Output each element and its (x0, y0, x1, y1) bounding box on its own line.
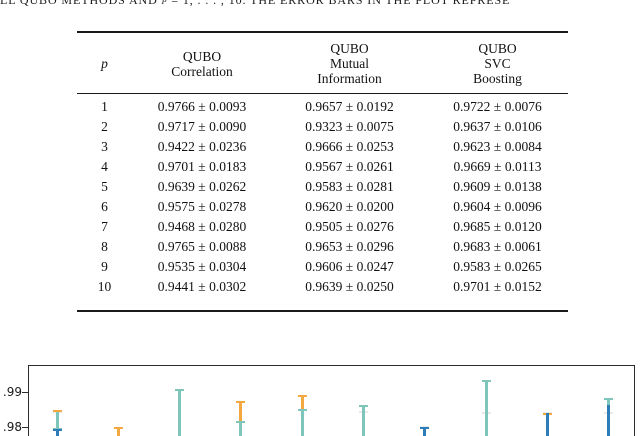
result-value-cell: 0.9657 ± 0.0192 (305, 99, 394, 114)
errorbar-line-teal (178, 389, 182, 436)
p-value-cell: 3 (101, 139, 108, 154)
errorbar-line-blue (546, 413, 550, 436)
result-value-cell: 0.9575 ± 0.0278 (157, 199, 247, 214)
errorbar-cap-orange (52, 409, 62, 412)
result-value-cell: 0.9683 ± 0.0061 (453, 239, 542, 254)
errorbar-cap-orange (297, 394, 307, 397)
result-value-cell: 0.9505 ± 0.0276 (305, 219, 394, 234)
result-value-cell: 0.9639 ± 0.0262 (157, 179, 247, 194)
p-value-cell: 1 (101, 99, 108, 114)
p-value-cell: 9 (101, 259, 108, 274)
errorbar-cap-blue (420, 427, 430, 430)
result-value-cell: 0.9637 ± 0.0106 (453, 119, 542, 134)
errorbar-line-teal (484, 381, 488, 436)
results-table-body: 1 0.9766 ± 0.0093 0.9657 ± 0.0192 0.9722 ± … (77, 94, 568, 298)
result-value-cell: 0.9765 ± 0.0088 (157, 239, 247, 254)
result-value-cell: 0.9323 ± 0.0075 (305, 119, 394, 134)
result-value-cell: 0.9717 ± 0.0090 (157, 119, 247, 134)
result-value-cell: 0.9722 ± 0.0076 (453, 99, 542, 114)
table-row: 1 0.9766 ± 0.0093 0.9657 ± 0.0192 0.9722 ± … (77, 94, 568, 118)
errorbar-chart: .99 .98 (0, 358, 640, 436)
p-value-cell: 8 (101, 239, 108, 254)
errorbar-cap-teal (604, 398, 614, 400)
errorbar-cap-teal (359, 405, 369, 407)
col-header-qubo-mutual-information: QUBO Mutual Information (272, 33, 427, 94)
header-row: p QUBO Correlation QUBO Mutual Informati… (77, 33, 568, 94)
result-value-cell: 0.9535 ± 0.0304 (157, 259, 247, 274)
errorbar-line-orange (239, 402, 243, 436)
plot-frame (28, 365, 635, 436)
col-header-qubo-svc-boosting: QUBO SVC Boosting (427, 33, 568, 94)
ytick-mark-098 (22, 426, 28, 428)
errorbar-line-blue (55, 430, 59, 436)
errorbar-line-teal (362, 406, 366, 436)
results-table: p QUBO Correlation QUBO Mutual Informati… (77, 33, 568, 297)
result-value-cell: 0.9441 ± 0.0302 (157, 279, 247, 294)
result-value-cell: 0.9567 ± 0.0261 (305, 159, 394, 174)
errorbar-cap-teal (175, 388, 185, 391)
result-value-cell: 0.9623 ± 0.0084 (453, 139, 542, 154)
caption-part1: LL QUBO METHODS AND (0, 0, 162, 7)
errorbar-cap-teal (236, 421, 246, 424)
result-value-cell: 0.9583 ± 0.0281 (305, 179, 394, 194)
result-value-cell: 0.9468 ± 0.0280 (157, 219, 247, 234)
caption-part2: = 1, . . . , 10. THE ERROR BARS IN THE P… (167, 0, 511, 7)
p-value-cell: 4 (101, 159, 108, 174)
results-table-header: p QUBO Correlation QUBO Mutual Informati… (77, 33, 568, 94)
col-header-qubo-correlation: QUBO Correlation (132, 33, 272, 94)
table-row: 2 0.9717 ± 0.0090 0.9323 ± 0.0075 0.9637 ± … (77, 117, 568, 137)
result-value-cell: 0.9685 ± 0.0120 (453, 219, 542, 234)
table-caption-text: LL QUBO METHODS AND p = 1, . . . , 10. T… (0, 0, 510, 6)
errorbar-cap-orange (113, 427, 123, 430)
table-row: 6 0.9575 ± 0.0278 0.9620 ± 0.0200 0.9604 ± … (77, 197, 568, 217)
result-value-cell: 0.9669 ± 0.0113 (453, 159, 542, 174)
errorbar-cap-orange (236, 401, 246, 404)
result-value-cell: 0.9639 ± 0.0250 (305, 279, 394, 294)
ytick-label-098: .98 (2, 420, 22, 434)
col-header-p: p (77, 33, 132, 94)
errorbar-line-blue (423, 428, 427, 436)
errorbar-line-teal (239, 422, 243, 436)
table-caption: LL QUBO METHODS AND p = 1, . . . , 10. T… (0, 0, 640, 8)
p-value-cell: 6 (101, 199, 108, 214)
caption-p-symbol: p (161, 0, 168, 7)
table-row: 5 0.9639 ± 0.0262 0.9583 ± 0.0281 0.9609 ± … (77, 177, 568, 197)
result-value-cell: 0.9666 ± 0.0253 (305, 139, 394, 154)
errorbar-cap-blue (52, 429, 62, 432)
result-value-cell: 0.9701 ± 0.0183 (157, 159, 247, 174)
results-table-wrap: p QUBO Correlation QUBO Mutual Informati… (77, 31, 568, 312)
result-value-cell: 0.9422 ± 0.0236 (157, 139, 247, 154)
result-value-cell: 0.9653 ± 0.0296 (305, 239, 394, 254)
errorbar-cap-teal (52, 428, 62, 431)
table-row: 4 0.9701 ± 0.0183 0.9567 ± 0.0261 0.9669 ± … (77, 157, 568, 177)
result-value-cell: 0.9583 ± 0.0265 (453, 259, 542, 274)
errorbar-line-blue (607, 404, 611, 436)
ytick-mark-099 (22, 391, 28, 393)
p-value-cell: 7 (101, 219, 108, 234)
ytick-label-099: .99 (2, 385, 22, 399)
table-row: 3 0.9422 ± 0.0236 0.9666 ± 0.0253 0.9623 ± … (77, 137, 568, 157)
errorbar-cap-gray (420, 426, 430, 428)
errorbar-cap-teal (481, 380, 491, 383)
p-value-cell: 5 (101, 179, 108, 194)
result-value-cell: 0.9604 ± 0.0096 (453, 199, 542, 214)
errorbar-cap-teal (297, 408, 307, 411)
errorbar-line-teal (300, 409, 304, 436)
errorbar-line-orange (116, 428, 120, 436)
result-value-cell: 0.9609 ± 0.0138 (453, 179, 542, 194)
table-row: 9 0.9535 ± 0.0304 0.9606 ± 0.0247 0.9583 ± … (77, 257, 568, 277)
errorbar-line-teal (55, 411, 59, 436)
result-value-cell: 0.9620 ± 0.0200 (305, 199, 394, 214)
table-row: 7 0.9468 ± 0.0280 0.9505 ± 0.0276 0.9685 ± … (77, 217, 568, 237)
result-value-cell: 0.9766 ± 0.0093 (157, 99, 247, 114)
p-value-cell: 2 (101, 119, 108, 134)
result-value-cell: 0.9701 ± 0.0152 (453, 279, 542, 294)
table-row: 8 0.9765 ± 0.0088 0.9653 ± 0.0296 0.9683 ± … (77, 237, 568, 257)
table-row: 10 0.9441 ± 0.0302 0.9639 ± 0.0250 0.9701 ±… (77, 277, 568, 297)
p-value-cell: 10 (97, 279, 112, 294)
result-value-cell: 0.9606 ± 0.0247 (305, 259, 394, 274)
